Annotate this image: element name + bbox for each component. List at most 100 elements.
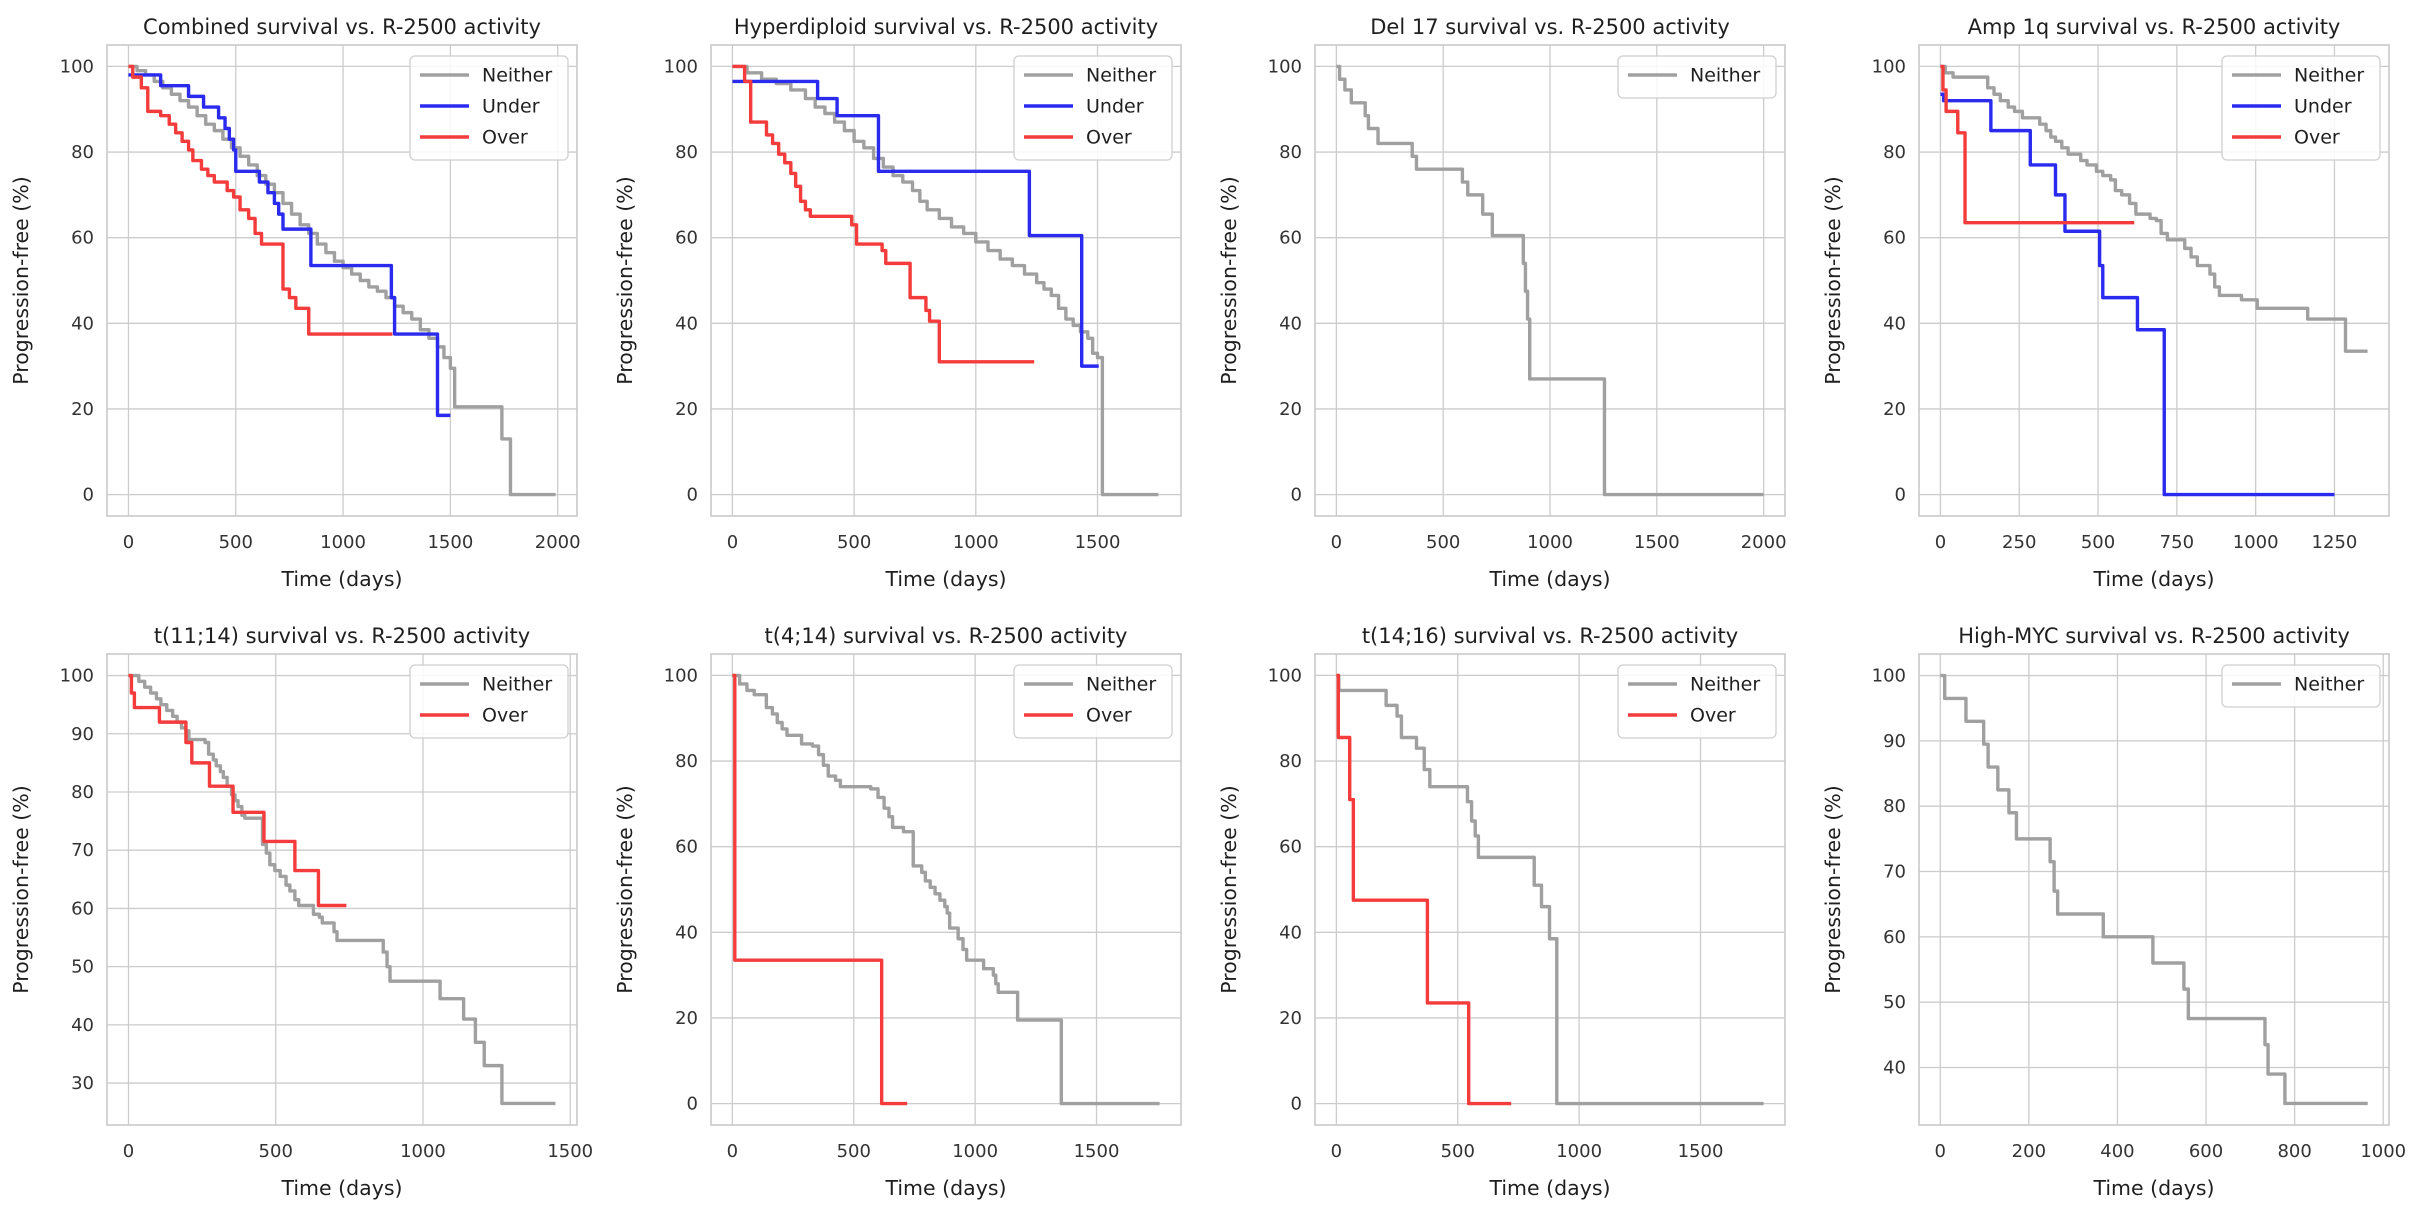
y-tick-label: 50: [1883, 992, 1906, 1013]
y-axis-label: Progression-free (%): [1821, 176, 1845, 385]
y-tick-label: 20: [1279, 1008, 1302, 1029]
series-neither: [732, 64, 1159, 497]
y-axis-label: Progression-free (%): [1217, 176, 1241, 385]
x-axis-label: Time (days): [884, 567, 1006, 591]
legend-label-under: Under: [482, 96, 540, 118]
x-tick-label: 1500: [1075, 532, 1121, 553]
x-tick-label: 1000: [2360, 1141, 2406, 1162]
x-axis-label: Time (days): [884, 1176, 1006, 1200]
x-tick-label: 0: [727, 1141, 738, 1162]
series-neither: [732, 673, 1160, 1106]
km-chart-svg-t14-16: 0 500 1000 1500 0 20 40 60 80 100 t(14;16) surviva…: [1217, 624, 1786, 1200]
km-chart-amp1q: 0 250 500 750 1000 1250 0 20 40 60 80 100 Amp 1q sur…: [1812, 0, 2416, 609]
y-tick-label: 100: [1268, 665, 1302, 686]
x-tick-label: 1000: [320, 532, 366, 553]
plot-frame: [1314, 653, 1786, 1126]
x-axis-label: Time (days): [1488, 567, 1610, 591]
x-tick-label: 750: [2160, 532, 2194, 553]
y-tick-label: 60: [71, 228, 94, 249]
x-tick-label: 400: [2100, 1141, 2134, 1162]
x-tick-label: 2000: [535, 532, 581, 553]
y-tick-label: 60: [675, 228, 698, 249]
y-axis-label: Progression-free (%): [1217, 785, 1241, 994]
x-tick-label: 1000: [2233, 532, 2279, 553]
series-over: [128, 673, 347, 908]
y-tick-label: 40: [1883, 1058, 1906, 1079]
legend-box: [1617, 55, 1777, 99]
y-tick-label: 80: [1279, 751, 1302, 772]
km-chart-svg-del17: 0 500 1000 1500 2000 0 20 40 60 80 100 Del 17 survi…: [1217, 15, 1787, 591]
y-tick-label: 40: [1883, 313, 1906, 334]
y-tick-label: 80: [71, 782, 94, 803]
x-tick-label: 500: [1426, 532, 1460, 553]
legend-label-neither: Neither: [2294, 674, 2364, 696]
plot-frame: [1918, 44, 2390, 517]
x-tick-label: 0: [1331, 532, 1342, 553]
legend: Neither Under Over: [2221, 55, 2381, 161]
chart-title: Hyperdiploid survival vs. R-2500 activit…: [734, 15, 1158, 39]
y-tick-label: 40: [1279, 922, 1302, 943]
y-tick-label: 100: [664, 665, 698, 686]
legend-box: [1013, 55, 1173, 161]
km-chart-high-myc: 0 200 400 600 800 1000 40 50 60 70 80 90 100 High-MYC…: [1812, 609, 2416, 1218]
y-tick-label: 100: [664, 56, 698, 77]
y-tick-label: 60: [1883, 927, 1906, 948]
series-neither: [1940, 64, 2368, 353]
chart-title: High-MYC survival vs. R-2500 activity: [1958, 624, 2350, 648]
x-tick-label: 500: [2081, 532, 2115, 553]
y-tick-label: 60: [1883, 228, 1906, 249]
x-tick-label: 0: [727, 532, 738, 553]
legend-label-over: Over: [1086, 127, 1132, 149]
y-tick-label: 20: [675, 1008, 698, 1029]
legend-label-neither: Neither: [1086, 674, 1156, 696]
x-tick-label: 0: [123, 1141, 134, 1162]
y-tick-label: 60: [71, 898, 94, 919]
y-tick-label: 40: [71, 313, 94, 334]
x-tick-label: 0: [1331, 1141, 1342, 1162]
x-tick-label: 500: [837, 532, 871, 553]
legend-label-over: Over: [1690, 705, 1736, 727]
legend-label-neither: Neither: [482, 674, 552, 696]
y-tick-label: 90: [1883, 731, 1906, 752]
y-tick-label: 100: [1872, 666, 1906, 687]
series-neither: [128, 673, 556, 1106]
series-over: [732, 673, 908, 1106]
chart-title: t(11;14) survival vs. R-2500 activity: [154, 624, 530, 648]
y-tick-label: 0: [687, 1094, 698, 1115]
chart-title: t(4;14) survival vs. R-2500 activity: [765, 624, 1128, 648]
y-tick-label: 80: [1279, 142, 1302, 163]
y-tick-label: 70: [1883, 862, 1906, 883]
km-chart-svg-hyperdiploid: 0 500 1000 1500 0 20 40 60 80 100 Hyperdiploid sur…: [613, 15, 1182, 591]
km-chart-svg-combined: 0 500 1000 1500 2000 0 20 40 60 80 100 Combined sur…: [9, 15, 581, 591]
legend: Neither: [1617, 55, 1777, 99]
legend-label-under: Under: [1086, 96, 1144, 118]
legend-label-over: Over: [482, 127, 528, 149]
km-chart-del17: 0 500 1000 1500 2000 0 20 40 60 80 100 Del 17 survi…: [1208, 0, 1812, 609]
y-tick-label: 40: [1279, 313, 1302, 334]
x-axis-label: Time (days): [2092, 1176, 2214, 1200]
legend: Neither Under Over: [1013, 55, 1173, 161]
y-tick-label: 70: [71, 840, 94, 861]
y-tick-label: 80: [675, 751, 698, 772]
legend-label-neither: Neither: [2294, 65, 2364, 87]
x-tick-label: 0: [1935, 1141, 1946, 1162]
km-chart-t11-14: 0 500 1000 1500 30 40 50 60 70 80 90 100 t(11;14) su…: [0, 609, 604, 1218]
plot-frame: [710, 653, 1182, 1126]
legend-label-neither: Neither: [1086, 65, 1156, 87]
chart-title: Del 17 survival vs. R-2500 activity: [1370, 15, 1730, 39]
x-tick-label: 1000: [952, 1141, 998, 1162]
series-neither: [1336, 64, 1764, 497]
y-tick-label: 90: [71, 724, 94, 745]
x-tick-label: 1250: [2312, 532, 2358, 553]
legend: Neither Over: [1617, 664, 1777, 739]
y-tick-label: 20: [1279, 399, 1302, 420]
y-tick-label: 80: [675, 142, 698, 163]
y-tick-label: 60: [1279, 837, 1302, 858]
x-tick-label: 800: [2277, 1141, 2311, 1162]
y-tick-label: 100: [60, 56, 94, 77]
series-neither: [1336, 673, 1764, 1106]
x-axis-label: Time (days): [280, 1176, 402, 1200]
chart-title: Amp 1q survival vs. R-2500 activity: [1968, 15, 2341, 39]
y-tick-label: 20: [71, 399, 94, 420]
